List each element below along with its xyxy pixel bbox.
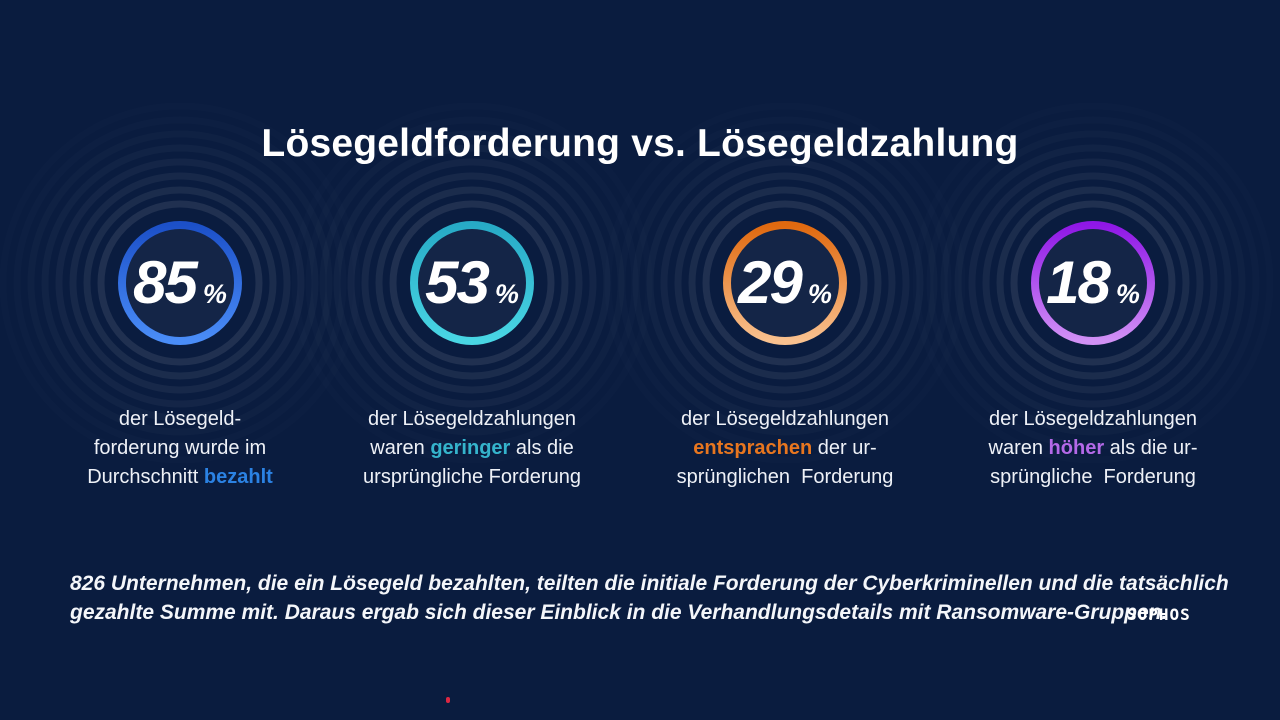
source-footnote: 826 Unternehmen, die ein Lösegeld bezahl… bbox=[70, 569, 1229, 627]
stat-number: 53 bbox=[425, 249, 490, 316]
stat-value: 29% bbox=[635, 253, 935, 313]
ripple-rings bbox=[347, 158, 597, 408]
caption-keyword: geringer bbox=[430, 437, 511, 459]
percent-sign: % bbox=[494, 279, 519, 309]
ring-inner-disc bbox=[1039, 229, 1147, 337]
caption-text: Durchschnitt bbox=[87, 466, 204, 488]
ripple-rings bbox=[55, 158, 305, 408]
stat-ring bbox=[723, 221, 847, 345]
caption-text: der Lösegeldzahlungen bbox=[681, 408, 889, 430]
stat-caption: der Lösegeldzahlungen waren höher als di… bbox=[931, 405, 1255, 492]
caption-text: waren bbox=[988, 437, 1049, 459]
caption-text: waren bbox=[370, 437, 431, 459]
percent-sign: % bbox=[1115, 279, 1140, 309]
ring-inner-disc bbox=[418, 229, 526, 337]
stat-caption: der Lösegeld- forderung wurde im Durchsc… bbox=[18, 405, 342, 492]
stat-ring-graphic bbox=[347, 158, 597, 408]
stat-value: 18% bbox=[943, 253, 1243, 313]
stat-ring-graphic bbox=[660, 158, 910, 408]
stat-value: 53% bbox=[322, 253, 622, 313]
page-title: Lösegeldforderung vs. Lösegeldzahlung bbox=[261, 122, 1019, 166]
caption-keyword: entsprachen bbox=[693, 437, 813, 459]
caption-text: ursprüngliche Forderung bbox=[363, 466, 581, 488]
stat-number: 85 bbox=[133, 249, 198, 316]
stat-number: 18 bbox=[1046, 249, 1111, 316]
stat-card-29: 29% der Lösegeldzahlungen entsprachen de… bbox=[635, 103, 935, 533]
ripple-rings bbox=[660, 158, 910, 408]
caption-text: der ur- bbox=[812, 437, 877, 459]
caption-text: forderung wurde im bbox=[93, 437, 267, 459]
ripple-rings bbox=[968, 158, 1218, 408]
stat-value: 85% bbox=[30, 253, 330, 313]
sophos-logo: SOPHOS bbox=[1127, 605, 1191, 624]
percent-sign: % bbox=[202, 279, 227, 309]
ring-inner-disc bbox=[731, 229, 839, 337]
caption-text: als die bbox=[510, 437, 574, 459]
stat-number: 29 bbox=[738, 249, 803, 316]
footnote-line: 826 Unternehmen, die ein Lösegeld bezahl… bbox=[70, 572, 1229, 595]
stat-caption: der Lösegeldzahlungen entsprachen der ur… bbox=[623, 405, 947, 492]
ring-inner-disc bbox=[126, 229, 234, 337]
caption-keyword: höher bbox=[1048, 437, 1105, 459]
caption-text: sprünglichen Forderung bbox=[676, 466, 894, 488]
caption-text: sprüngliche Forderung bbox=[990, 466, 1196, 488]
stat-ring bbox=[1031, 221, 1155, 345]
percent-sign: % bbox=[807, 279, 832, 309]
stat-card-85: 85% der Lösegeld- forderung wurde im Dur… bbox=[30, 103, 330, 533]
caption-text: als die ur- bbox=[1104, 437, 1198, 459]
stat-card-53: 53% der Lösegeldzahlungen waren geringer… bbox=[322, 103, 622, 533]
stat-ring-graphic bbox=[55, 158, 305, 408]
stat-ring-graphic bbox=[968, 158, 1218, 408]
stat-card-18: 18% der Lösegeldzahlungen waren höher al… bbox=[943, 103, 1243, 533]
stat-ring bbox=[410, 221, 534, 345]
caption-text: der Lösegeldzahlungen bbox=[368, 408, 576, 430]
footnote-line: gezahlte Summe mit. Daraus ergab sich di… bbox=[70, 601, 1168, 624]
caption-text: der Lösegeldzahlungen bbox=[989, 408, 1197, 430]
caption-text: der Lösegeld- bbox=[118, 408, 242, 430]
stat-caption: der Lösegeldzahlungen waren geringer als… bbox=[310, 405, 634, 492]
red-dot-marker bbox=[446, 697, 450, 703]
caption-keyword: bezahlt bbox=[203, 466, 273, 488]
stat-ring bbox=[118, 221, 242, 345]
